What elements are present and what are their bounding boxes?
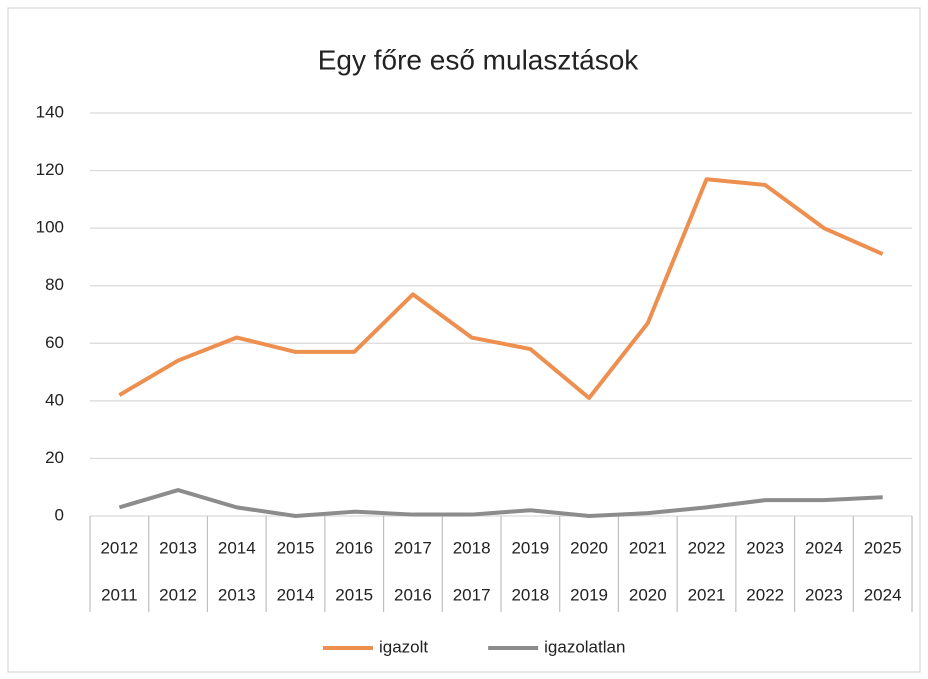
x-tick-label: 2018: [511, 585, 549, 604]
x-tick-label: 2018: [453, 538, 491, 557]
x-tick-label: 2013: [159, 538, 197, 557]
x-tick-label: 2016: [335, 538, 373, 557]
x-tick-label: 2024: [805, 538, 843, 557]
y-tick-label: 40: [45, 390, 64, 409]
y-tick-label: 60: [45, 333, 64, 352]
x-tick-label: 2020: [570, 538, 608, 557]
x-tick-label: 2014: [218, 538, 256, 557]
x-tick-label: 2019: [511, 538, 549, 557]
y-tick-label: 80: [45, 275, 64, 294]
y-tick-label: 140: [36, 102, 64, 121]
x-tick-label: 2017: [453, 585, 491, 604]
x-tick-label: 2016: [394, 585, 432, 604]
legend-label: igazolatlan: [544, 637, 625, 656]
x-tick-label: 2024: [864, 585, 902, 604]
x-tick-label: 2021: [629, 538, 667, 557]
x-tick-label: 2022: [688, 538, 726, 557]
y-tick-label: 100: [36, 218, 64, 237]
x-tick-label: 2023: [746, 538, 784, 557]
x-tick-label: 2015: [277, 538, 315, 557]
x-tick-label: 2025: [864, 538, 902, 557]
series-line: [118, 488, 883, 518]
x-tick-label: 2020: [629, 585, 667, 604]
x-tick-label: 2015: [335, 585, 373, 604]
x-tick-label: 2012: [100, 538, 138, 557]
x-tick-label: 2017: [394, 538, 432, 557]
y-tick-label: 20: [45, 448, 64, 467]
x-tick-label: 2011: [101, 585, 138, 604]
chart-title: Egy főre eső mulasztások: [318, 44, 640, 75]
x-tick-label: 2019: [570, 585, 608, 604]
series-line: [118, 177, 884, 400]
x-tick-label: 2022: [746, 585, 784, 604]
x-tick-label: 2021: [688, 585, 726, 604]
x-tick-label: 2014: [277, 585, 315, 604]
chart-border: [7, 7, 921, 673]
x-tick-label: 2012: [159, 585, 197, 604]
x-tick-label: 2023: [805, 585, 843, 604]
x-tick-label: 2013: [218, 585, 256, 604]
y-tick-label: 120: [36, 160, 64, 179]
legend-label: igazolt: [379, 637, 428, 656]
y-tick-label: 0: [55, 505, 64, 524]
